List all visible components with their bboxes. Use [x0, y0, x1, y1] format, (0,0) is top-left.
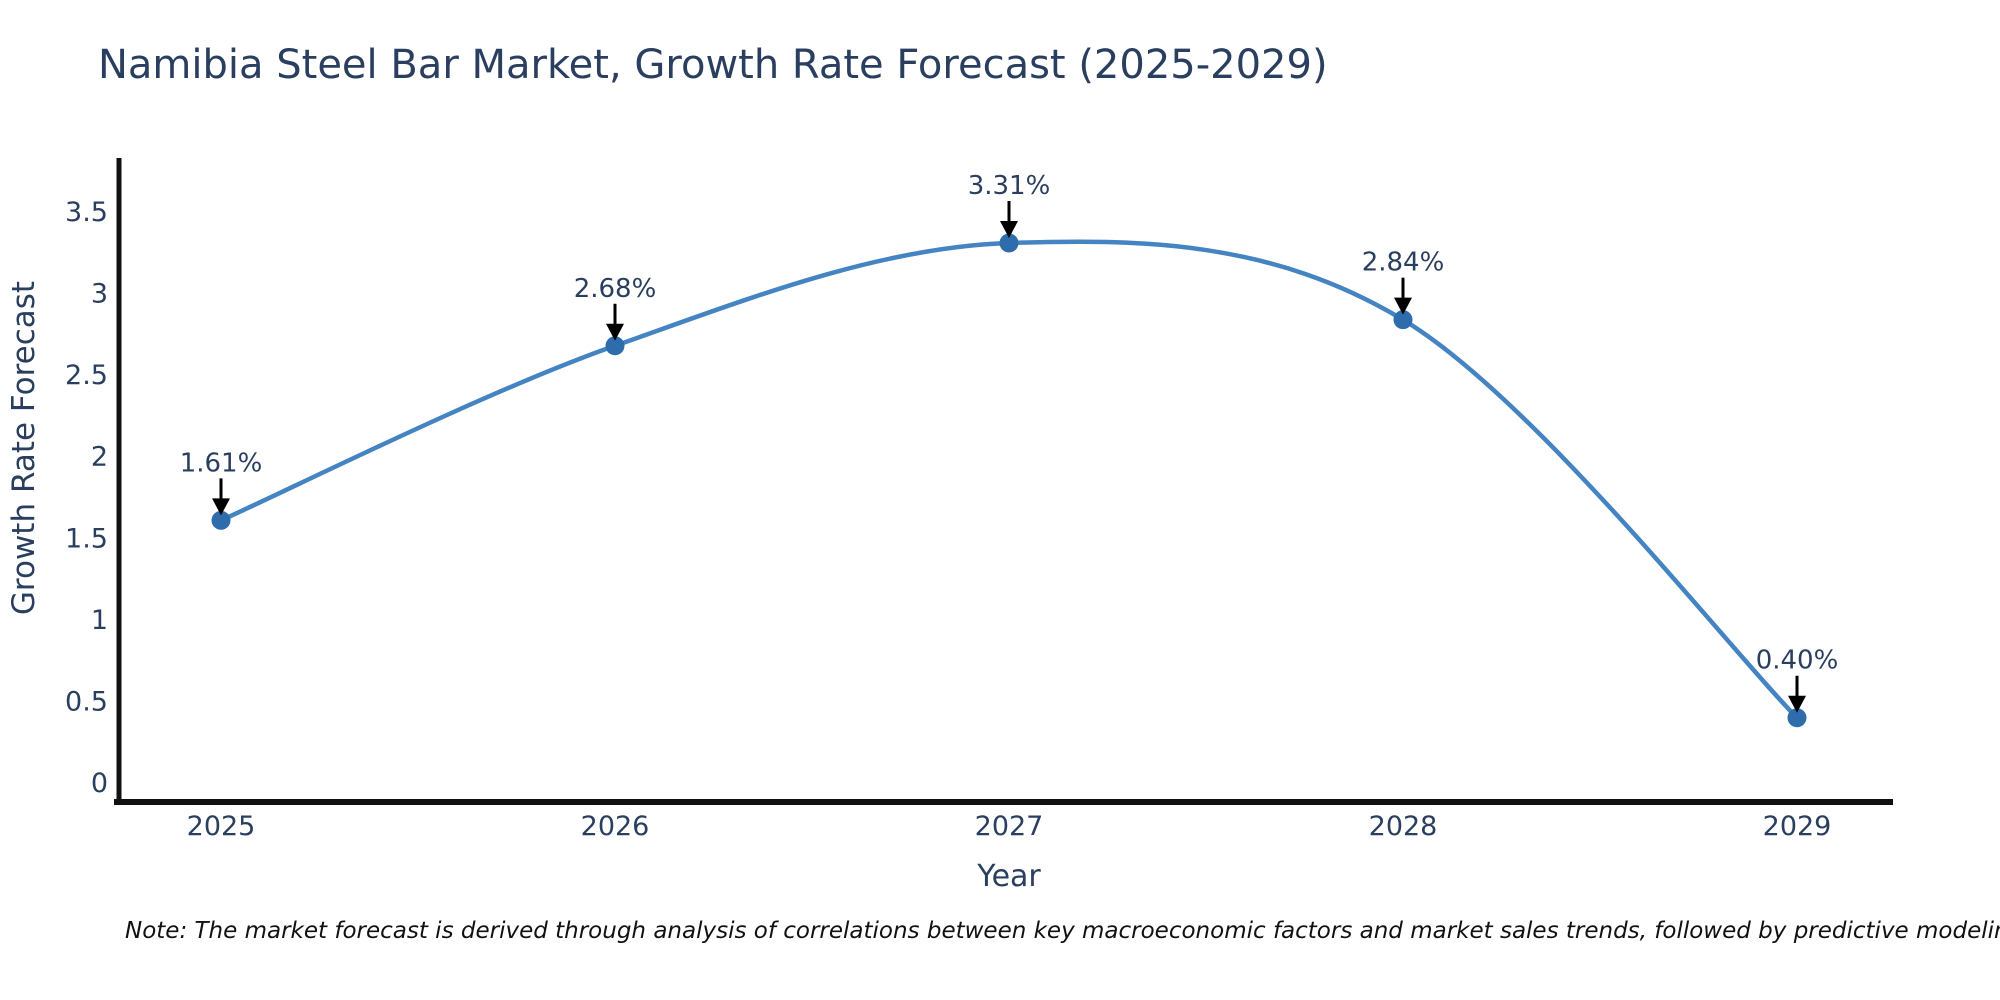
- x-tick-label: 2027: [975, 811, 1044, 842]
- y-tick-label: 1.5: [65, 523, 108, 554]
- x-tick-label: 2029: [1763, 811, 1832, 842]
- annotation-arrowhead: [212, 498, 230, 516]
- annotation-arrowhead: [1394, 297, 1412, 315]
- data-point-marker: [1787, 708, 1807, 728]
- y-tick-label: 2.5: [65, 360, 108, 391]
- data-point-marker: [1393, 310, 1413, 330]
- data-point-marker: [211, 510, 231, 530]
- chart-title: Namibia Steel Bar Market, Growth Rate Fo…: [98, 42, 1328, 88]
- x-tick-label: 2026: [581, 811, 650, 842]
- data-point-marker: [605, 336, 625, 356]
- data-point-label: 1.61%: [180, 448, 263, 478]
- data-point-label: 0.40%: [1756, 646, 1839, 676]
- y-tick-label: 1: [91, 605, 108, 636]
- y-axis-title: Growth Rate Forecast: [6, 281, 42, 615]
- data-point-label: 3.31%: [968, 171, 1051, 201]
- y-tick-label: 3.5: [65, 197, 108, 228]
- x-axis-title: Year: [976, 859, 1041, 894]
- annotation-arrowhead: [606, 323, 624, 341]
- data-point-label: 2.68%: [574, 274, 657, 304]
- y-tick-label: 3: [91, 279, 108, 310]
- annotation-arrowhead: [1788, 695, 1806, 713]
- y-tick-label: 0: [91, 768, 108, 799]
- forecast-line: [220, 239, 1799, 720]
- footnote: Note: The market forecast is derived thr…: [125, 918, 2000, 944]
- y-tick-label: 0.5: [65, 686, 108, 717]
- data-point-marker: [999, 233, 1019, 253]
- annotation-arrowhead: [1000, 221, 1018, 239]
- y-tick-label: 2: [91, 442, 108, 473]
- data-point-label: 2.84%: [1362, 248, 1445, 278]
- x-tick-label: 2025: [187, 811, 256, 842]
- x-tick-label: 2028: [1369, 811, 1438, 842]
